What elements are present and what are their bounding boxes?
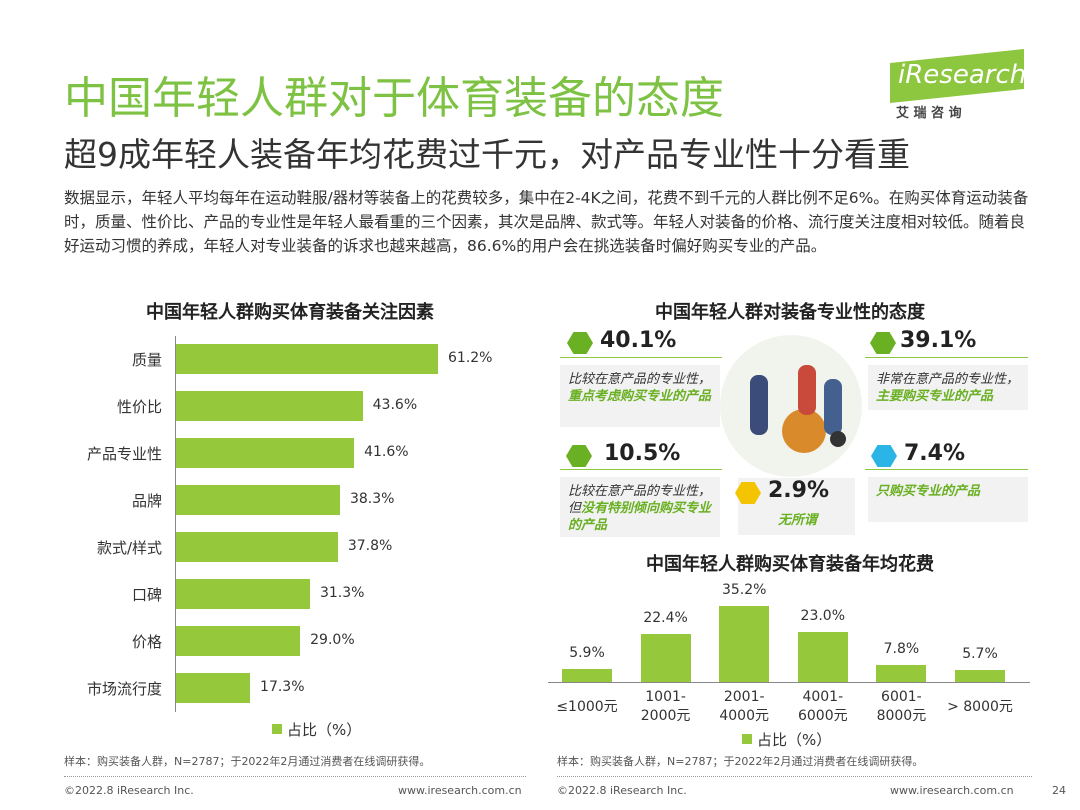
value-label: 29.0% (310, 632, 355, 648)
y-tick-label: 口碑 (131, 586, 162, 604)
bar (176, 626, 301, 656)
divider (560, 357, 722, 358)
x-tick-label: 2001- 4000元 (719, 689, 769, 724)
bar (876, 665, 927, 682)
description: 非常在意产品的专业性， 主要购买专业的产品 (876, 371, 1022, 405)
hexagon (735, 482, 761, 504)
legend-label: 占比（%） (757, 731, 832, 749)
page-subtitle: 超9成年轻人装备年均花费过千元，对产品专业性十分看重 (64, 135, 910, 174)
y-tick-label: 市场流行度 (86, 680, 162, 698)
section-title: 中国年轻人群对装备专业性的态度 (655, 302, 925, 323)
source-note: 样本：购买装备人群，N=2787；于2022年2月通过消费者在线调研获得。 (64, 755, 431, 768)
value-label: 61.2% (448, 350, 493, 366)
bar (176, 673, 251, 703)
y-tick-label: 产品专业性 (86, 445, 162, 463)
highlight: 重点考虑购买专业的产品 (568, 389, 712, 404)
bar (176, 532, 338, 562)
percentage: 39.1% (900, 328, 977, 353)
y-tick-label: 品牌 (131, 492, 162, 510)
axis-line (548, 682, 1030, 683)
bar (176, 438, 355, 468)
description: 比较在意产品的专业性， 重点考虑购买专业的产品 (568, 371, 714, 405)
divider (865, 469, 1028, 470)
y-tick-label: 款式/样式 (96, 539, 162, 557)
value-label: 43.6% (372, 397, 418, 413)
value-label: 22.4% (643, 609, 688, 626)
value-label: 17.3% (260, 679, 305, 695)
value-label: 41.6% (364, 444, 409, 460)
x-tick-label: > 8000元 (947, 699, 1013, 715)
copyright: ©2022.8 iResearch Inc. (64, 784, 194, 797)
legend-swatch (742, 734, 752, 744)
value-label: 5.7% (962, 645, 998, 662)
description: 数据显示，年轻人平均每年在运动鞋服/器材等装备上的花费较多，集中在2-4K之间，… (64, 189, 1029, 255)
percentage: 40.1% (600, 328, 677, 353)
divider (560, 469, 722, 470)
text-box (560, 365, 720, 427)
bar (176, 485, 340, 515)
axis-line (175, 336, 176, 712)
chart-title: 中国年轻人群购买体育装备关注因素 (146, 302, 434, 323)
value-label: 23.0% (800, 608, 846, 625)
hexagon (870, 332, 896, 354)
bar (719, 606, 770, 682)
highlight: 主要购买专业的产品 (876, 389, 994, 404)
y-tick-label: 质量 (131, 351, 162, 369)
description: 比较在意产品的专业性，但没有特别倾向购买专业的产品 (568, 483, 714, 534)
note: 比较在意产品的专业性，但 (568, 484, 712, 516)
logo-brand: iResearch (898, 60, 1027, 90)
value-label: 37.8% (347, 538, 393, 554)
page-title: 中国年轻人群对于体育装备的态度 (64, 73, 724, 124)
footer-rule (64, 776, 526, 777)
legend-swatch (272, 724, 282, 734)
y-tick-label: 价格 (131, 633, 162, 651)
note: 比较在意产品的专业性， (568, 372, 712, 387)
bar (955, 669, 1005, 682)
y-tick-label: 性价比 (116, 398, 162, 416)
x-tick-label: ≤1000元 (556, 699, 618, 715)
x-tick-label: 1001- 2000元 (640, 689, 691, 724)
page-number: 24 (1052, 784, 1066, 797)
x-tick-label: 6001- 8000元 (876, 689, 927, 724)
bar (562, 669, 612, 682)
text-box (560, 477, 720, 537)
hexagon (566, 445, 592, 467)
description: 无所谓 (746, 512, 849, 529)
bar (640, 633, 691, 682)
site: www.iresearch.com.cn (890, 784, 1014, 797)
value-label: 7.8% (883, 641, 920, 658)
legend-label: 占比（%） (287, 721, 362, 739)
chart-title: 中国年轻人群购买体育装备年均花费 (646, 554, 934, 575)
percentage: 10.5% (604, 441, 681, 466)
description: 只购买专业的产品 (876, 483, 1022, 500)
source-note: 样本：购买装备人群，N=2787；于2022年2月通过消费者在线调研获得。 (557, 755, 924, 768)
text-box (868, 365, 1028, 410)
hexagon (567, 332, 593, 354)
illustration (720, 335, 862, 477)
divider (865, 357, 1028, 358)
x-tick-label: 4001- 6000元 (797, 689, 848, 724)
bar (797, 632, 848, 682)
bar (176, 391, 363, 421)
percentage: 7.4% (904, 441, 966, 466)
value-label: 38.3% (349, 491, 395, 507)
highlight: 没有特别倾向购买专业的产品 (568, 501, 712, 533)
bar (176, 579, 310, 609)
logo-tagline: 艾 瑞 咨 询 (896, 106, 962, 121)
copyright: ©2022.8 iResearch Inc. (557, 784, 687, 797)
value-label: 31.3% (319, 585, 365, 601)
note: 非常在意产品的专业性， (876, 372, 1020, 387)
highlight: 只购买专业的产品 (876, 484, 981, 499)
percentage: 2.9% (768, 478, 830, 503)
highlight: 无所谓 (777, 513, 817, 528)
text-box (868, 477, 1028, 522)
value-label: 5.9% (569, 645, 605, 662)
footer-rule (557, 776, 1032, 777)
bar (176, 344, 438, 374)
value-label: 35.2% (721, 582, 767, 598)
hexagon (871, 445, 897, 467)
site: www.iresearch.com.cn (398, 784, 522, 797)
